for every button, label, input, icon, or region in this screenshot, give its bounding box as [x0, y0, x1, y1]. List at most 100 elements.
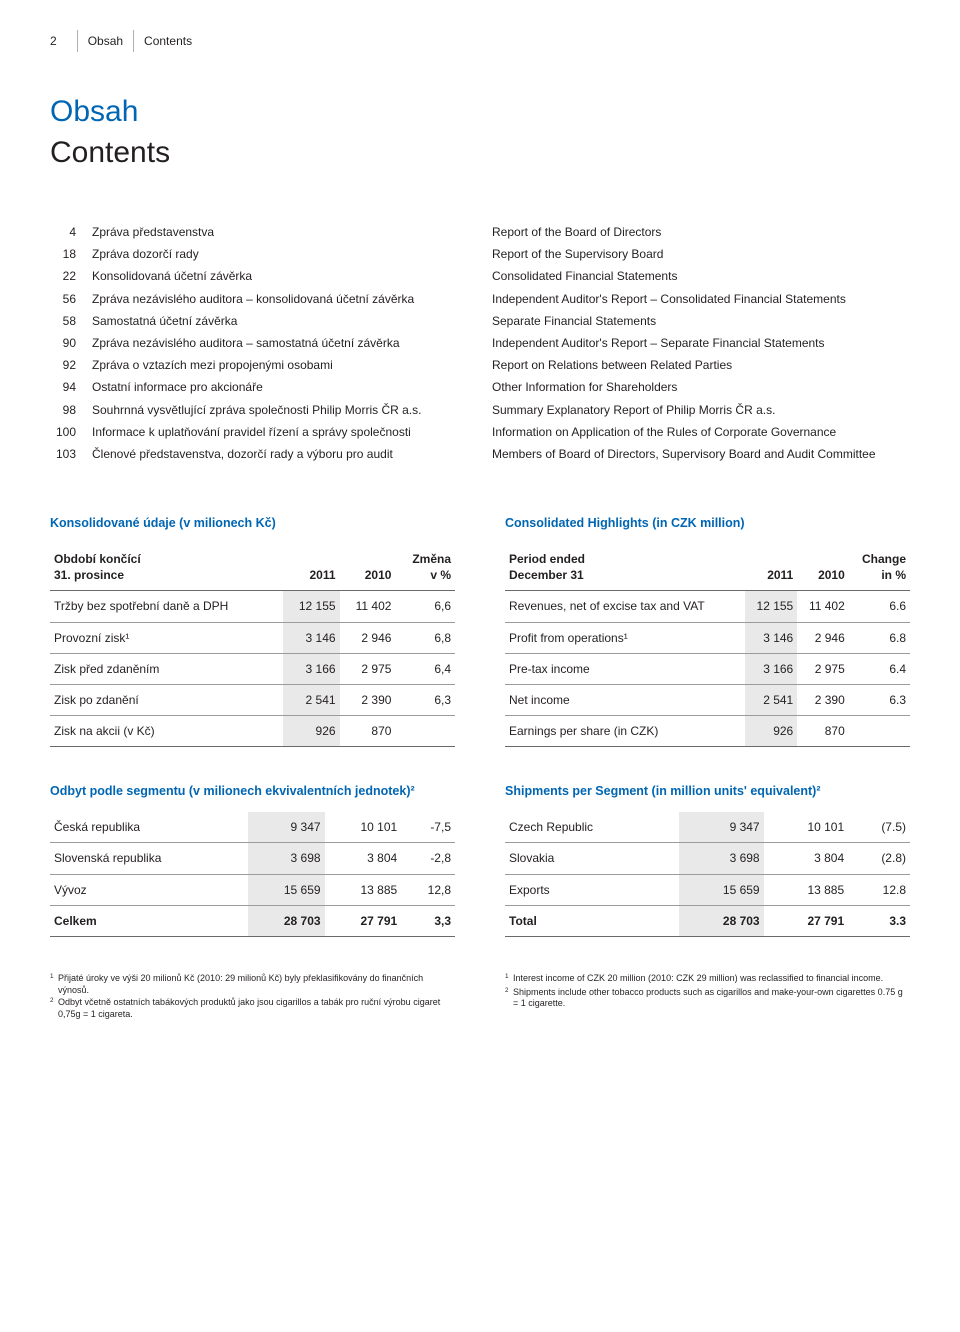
toc-cz: Zpráva o vztazích mezi propojenými osoba…	[92, 354, 492, 376]
toc-en: Other Information for Shareholders	[492, 376, 910, 398]
table-row: Tržby bez spotřební daně a DPH12 15511 4…	[50, 591, 455, 622]
toc-row: 22Konsolidovaná účetní závěrkaConsolidat…	[50, 265, 910, 287]
row-c1: 3 146	[283, 622, 340, 653]
page-number: 2	[50, 33, 57, 49]
hcz-h-c3a: Změna	[399, 551, 451, 567]
highlights-cz: Konsolidované údaje (v milionech Kč) Obd…	[50, 515, 455, 747]
footnotes-en: 1Interest income of CZK 20 million (2010…	[505, 973, 910, 1022]
toc-cz: Samostatná účetní závěrka	[92, 310, 492, 332]
footnote: 2Shipments include other tobacco product…	[505, 987, 910, 1010]
row-c2: 27 791	[764, 905, 849, 936]
row-c1: 3 698	[679, 843, 764, 874]
row-c1: 15 659	[248, 874, 325, 905]
row-c2: 2 975	[797, 653, 849, 684]
highlights-en: Consolidated Highlights (in CZK million)…	[505, 515, 910, 747]
row-label: Česká republika	[50, 812, 248, 843]
row-c3: 6,8	[395, 622, 455, 653]
title-cz: Obsah	[50, 92, 910, 133]
toc-cz: Souhrnná vysvětlující zpráva společnosti…	[92, 399, 492, 421]
row-c2: 11 402	[797, 591, 849, 622]
toc-page: 94	[50, 376, 92, 398]
row-label: Revenues, net of excise tax and VAT	[505, 591, 745, 622]
toc-en: Independent Auditor's Report – Separate …	[492, 332, 910, 354]
footnote-sup: 2	[50, 997, 58, 1020]
row-c2: 13 885	[325, 874, 402, 905]
breadcrumb-cz: Obsah	[88, 33, 123, 49]
footnotes: 1Přijaté úroky ve výši 20 milionů Kč (20…	[50, 973, 910, 1022]
row-c1: 15 659	[679, 874, 764, 905]
divider	[133, 30, 134, 52]
toc-cz: Zpráva nezávislého auditora – samostatná…	[92, 332, 492, 354]
row-c1: 28 703	[248, 905, 325, 936]
footnote: 2Odbyt včetně ostatních tabákových produ…	[50, 997, 455, 1020]
table-row: Exports15 65913 88512.8	[505, 874, 910, 905]
row-c3: -7,5	[401, 812, 455, 843]
shipments-en-table: Czech Republic9 34710 101(7.5)Slovakia3 …	[505, 812, 910, 937]
row-label: Total	[505, 905, 679, 936]
toc-row: 4Zpráva představenstvaReport of the Boar…	[50, 221, 910, 243]
footnote: 1Interest income of CZK 20 million (2010…	[505, 973, 910, 986]
row-label: Czech Republic	[505, 812, 679, 843]
row-c2: 3 804	[325, 843, 402, 874]
shipments-section: Odbyt podle segmentu (v milionech ekviva…	[50, 783, 910, 937]
row-label: Tržby bez spotřební daně a DPH	[50, 591, 283, 622]
toc-page: 90	[50, 332, 92, 354]
toc-row: 92Zpráva o vztazích mezi propojenými oso…	[50, 354, 910, 376]
table-row: Pre-tax income3 1662 9756.4	[505, 653, 910, 684]
toc-row: 100Informace k uplatňování pravidel říze…	[50, 421, 910, 443]
toc-row: 58Samostatná účetní závěrkaSeparate Fina…	[50, 310, 910, 332]
row-label: Pre-tax income	[505, 653, 745, 684]
shipments-cz-title: Odbyt podle segmentu (v milionech ekviva…	[50, 783, 455, 800]
hen-h-l1: Period ended	[509, 551, 741, 567]
toc-row: 98Souhrnná vysvětlující zpráva společnos…	[50, 399, 910, 421]
row-c1: 926	[283, 716, 340, 747]
hcz-h-c1: 2011	[283, 544, 340, 591]
row-c3: 3.3	[848, 905, 910, 936]
shipments-cz-table: Česká republika9 34710 101-7,5Slovenská …	[50, 812, 455, 937]
toc-en: Information on Application of the Rules …	[492, 421, 910, 443]
toc-page: 92	[50, 354, 92, 376]
highlights-en-table: Period ended December 31 2011 2010 Chang…	[505, 544, 910, 747]
row-c3: 6.3	[849, 684, 910, 715]
toc-cz: Zpráva dozorčí rady	[92, 243, 492, 265]
row-c1: 3 166	[745, 653, 798, 684]
toc-row: 90Zpráva nezávislého auditora – samostat…	[50, 332, 910, 354]
row-c2: 13 885	[764, 874, 849, 905]
footnote-text: Shipments include other tobacco products…	[513, 987, 910, 1010]
row-c2: 2 975	[340, 653, 396, 684]
row-c3: 12,8	[401, 874, 455, 905]
table-row: Zisk před zdaněním3 1662 9756,4	[50, 653, 455, 684]
row-c3: 3,3	[401, 905, 455, 936]
row-c2: 2 390	[340, 684, 396, 715]
row-c3: 6.8	[849, 622, 910, 653]
toc-table: 4Zpráva představenstvaReport of the Boar…	[50, 221, 910, 465]
toc-page: 22	[50, 265, 92, 287]
breadcrumb-en: Contents	[144, 33, 192, 49]
hen-h-c2: 2010	[797, 544, 849, 591]
toc-page: 103	[50, 443, 92, 465]
highlights-cz-title: Konsolidované údaje (v milionech Kč)	[50, 515, 455, 532]
row-c3: 6.6	[849, 591, 910, 622]
row-c3	[849, 716, 910, 747]
table-row: Zisk na akcii (v Kč)926870	[50, 716, 455, 747]
row-c3: (2.8)	[848, 843, 910, 874]
row-label: Celkem	[50, 905, 248, 936]
row-c3: 12.8	[848, 874, 910, 905]
row-c2: 10 101	[325, 812, 402, 843]
hen-h-l2: December 31	[509, 567, 741, 583]
toc-page: 100	[50, 421, 92, 443]
footnote-text: Interest income of CZK 20 million (2010:…	[513, 973, 910, 986]
toc-page: 98	[50, 399, 92, 421]
hcz-h-c3b: v %	[399, 567, 451, 583]
row-c3: (7.5)	[848, 812, 910, 843]
toc-cz: Zpráva nezávislého auditora – konsolidov…	[92, 288, 492, 310]
toc-en: Report on Relations between Related Part…	[492, 354, 910, 376]
table-row: Revenues, net of excise tax and VAT12 15…	[505, 591, 910, 622]
row-c1: 12 155	[283, 591, 340, 622]
toc-page: 18	[50, 243, 92, 265]
hcz-h-c2: 2010	[340, 544, 396, 591]
toc-en: Report of the Supervisory Board	[492, 243, 910, 265]
row-label: Zisk na akcii (v Kč)	[50, 716, 283, 747]
row-c3: 6.4	[849, 653, 910, 684]
table-row: Česká republika9 34710 101-7,5	[50, 812, 455, 843]
